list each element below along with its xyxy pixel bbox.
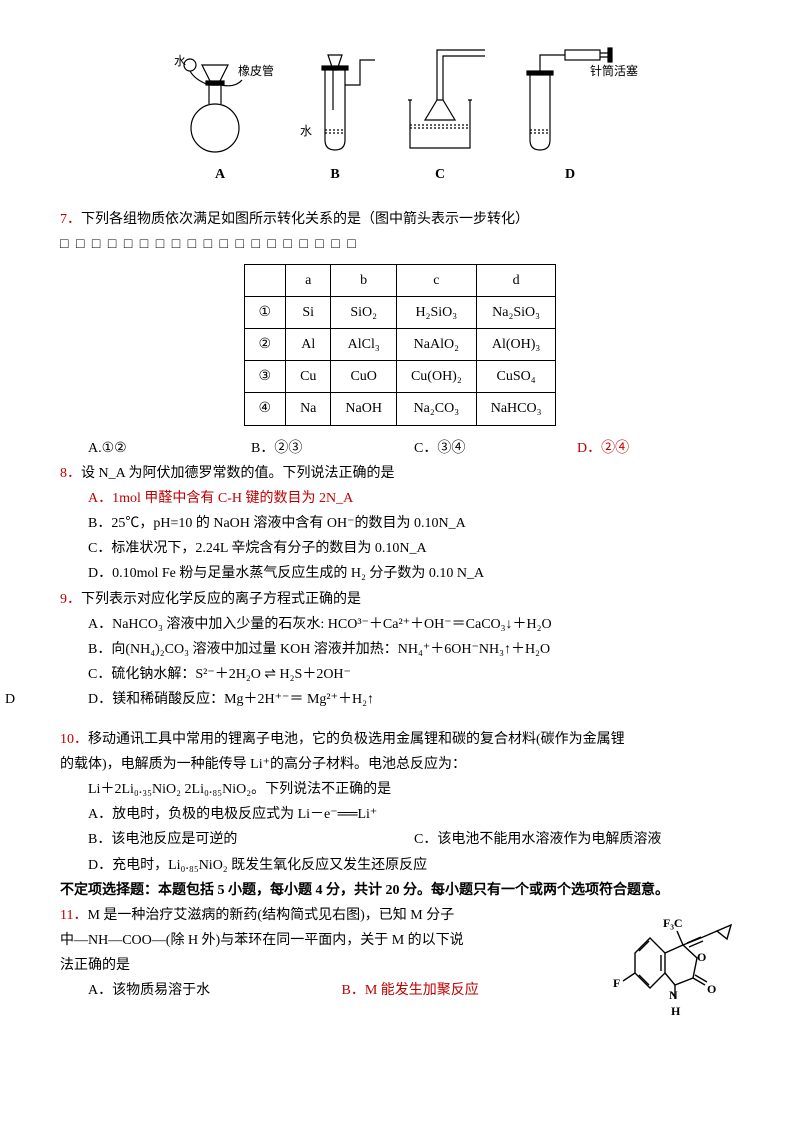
apparatus-b: 水 B: [290, 40, 380, 187]
question-9: 9．下列表示对应化学反应的离子方程式正确的是 A．NaHCO₃ 溶液中加入少量的…: [60, 587, 740, 713]
cell: ②: [244, 328, 286, 360]
lbl-f3c: F₃C: [663, 916, 683, 930]
section-header: 不定项选择题：本题包括 5 小题，每小题 4 分，共计 20 分。每小题只有一个…: [60, 878, 740, 903]
label-rubber: 橡皮管: [238, 63, 274, 78]
cell: NaHCO₃: [476, 393, 556, 425]
apparatus-d: 针筒活塞 D: [500, 40, 640, 187]
apparatus-a: 水 橡皮管 A: [160, 40, 280, 187]
question-10: 10．移动通讯工具中常用的锂离子电池，它的负极选用金属锂和碳的复合材料(碳作为金…: [60, 727, 740, 878]
q9-stem: 下列表示对应化学反应的离子方程式正确的是: [81, 592, 361, 607]
cell: ①: [244, 296, 286, 328]
q7-table: a b c d ①SiSiO₂H₂SiO₃Na₂SiO₃ ②AlAlCl₃NaA…: [244, 264, 557, 426]
lbl-h: H: [671, 1004, 681, 1018]
cell: NaOH: [331, 393, 397, 425]
cell: CuSO₄: [476, 361, 556, 393]
q9-D: D．镁和稀硝酸反应：Mg＋2H⁺⁻＝ Mg²⁺＋H₂↑: [60, 687, 740, 712]
cell: ④: [244, 393, 286, 425]
cell: Al(OH)₃: [476, 328, 556, 360]
cell: Cu(OH)₂: [396, 361, 476, 393]
q9-num: 9．: [60, 592, 81, 607]
th-b: b: [331, 264, 397, 296]
q11-A: A．该物质易溶于水: [88, 978, 342, 1003]
cell: Na₂CO₃: [396, 393, 476, 425]
th-a: a: [286, 264, 331, 296]
q8-num: 8．: [60, 466, 81, 481]
q10-stem2: 的载体)，电解质为一种能传导 Li⁺的高分子材料。电池总反应为：: [60, 752, 740, 777]
label-syringe: 针筒活塞: [590, 63, 638, 78]
q11-structure: F₃C F O O N H: [605, 903, 740, 1032]
apparatus-figure: 水 橡皮管 A 水 B: [60, 40, 740, 187]
cell: Cu: [286, 361, 331, 393]
q9-B: B．向(NH₄)₂CO₃ 溶液中加过量 KOH 溶液并加热：NH₄⁺＋6OH⁻N…: [60, 637, 740, 662]
q7-options: A.①② B．②③ C．③④ D．②④: [60, 436, 740, 461]
q11-stem1: M 是一种治疗艾滋病的新药(结构简式见右图)，已知 M 分子: [87, 908, 454, 923]
label-water2: 水: [300, 124, 312, 138]
cell: AlCl₃: [331, 328, 397, 360]
cell: CuO: [331, 361, 397, 393]
q11-num: 11．: [60, 908, 87, 923]
label-D: D: [500, 162, 640, 187]
lbl-o2: O: [707, 982, 716, 996]
question-8: 8．设 N_A 为阿伏加德罗常数的值。下列说法正确的是 A．1mol 甲醛中含有…: [60, 461, 740, 587]
cell: NaAlO₂: [396, 328, 476, 360]
cell: Na: [286, 393, 331, 425]
q9-A: A．NaHCO₃ 溶液中加入少量的石灰水: HCO³⁻＋Ca²⁺＋OH⁻＝CaC…: [60, 612, 740, 637]
q7-num: 7．: [60, 212, 81, 227]
q10-stem1: 移动通讯工具中常用的锂离子电池，它的负极选用金属锂和碳的复合材料(碳作为金属锂: [88, 732, 625, 747]
apparatus-c: C: [390, 40, 490, 187]
q7-C: C．③④: [414, 436, 577, 461]
q8-C: C．标准状况下，2.24L 辛烷含有分子的数目为 0.10N_A: [60, 536, 740, 561]
label-A: A: [160, 162, 280, 187]
label-C: C: [390, 162, 490, 187]
q8-stem: 设 N_A 为阿伏加德罗常数的值。下列说法正确的是: [81, 466, 394, 481]
q7-D: D．②④: [577, 436, 740, 461]
cell: H₂SiO₃: [396, 296, 476, 328]
cell: Si: [286, 296, 331, 328]
q8-D: D．0.10mol Fe 粉与足量水蒸气反应生成的 H₂ 分子数为 0.10 N…: [60, 561, 740, 586]
q11-B: B．M 能发生加聚反应: [342, 978, 596, 1003]
lbl-f: F: [613, 976, 620, 990]
q7-placeholders: □ □ □ □ □ □ □ □ □ □ □ □ □ □ □ □ □ □ □: [60, 232, 740, 257]
th-0: [244, 264, 286, 296]
q8-B: B．25℃，pH=10 的 NaOH 溶液中含有 OH⁻的数目为 0.10N_A: [60, 511, 740, 536]
q10-A: A．放电时，负极的电极反应式为 Li－e⁻══Li⁺: [60, 802, 740, 827]
question-7: 7．下列各组物质依次满足如图所示转化关系的是（图中箭头表示一步转化） □ □ □…: [60, 207, 740, 461]
label-water: 水: [174, 54, 186, 68]
q7-text: 下列各组物质依次满足如图所示转化关系的是（图中箭头表示一步转化）: [81, 212, 529, 227]
q10-num: 10．: [60, 732, 88, 747]
q9-side-D: D: [5, 687, 15, 712]
cell: Al: [286, 328, 331, 360]
q8-A: A．1mol 甲醛中含有 C-H 键的数目为 2N_A: [60, 486, 740, 511]
q9-C: C．硫化钠水解：S²⁻＋2H₂O ⇌ H₂S＋2OH⁻: [60, 662, 740, 687]
th-c: c: [396, 264, 476, 296]
q10-C: C．该电池不能用水溶液作为电解质溶液: [414, 827, 740, 852]
q10-eq: Li＋2Li₀.₃₅NiO₂ 2Li₀.₈₅NiO₂。下列说法不正确的是: [60, 777, 740, 802]
question-11: F₃C F O O N H 11．M 是一种治疗艾滋病的新药(结构简式见右图)，…: [60, 903, 740, 1032]
cell: Na₂SiO₃: [476, 296, 556, 328]
label-B: B: [290, 162, 380, 187]
lbl-o1: O: [697, 950, 706, 964]
cell: ③: [244, 361, 286, 393]
q10-D: D．充电时，Li₀.₈₅NiO₂ 既发生氧化反应又发生还原反应: [60, 853, 740, 878]
cell: SiO₂: [331, 296, 397, 328]
q7-A: A.①②: [88, 436, 251, 461]
q10-B: B．该电池反应是可逆的: [88, 827, 414, 852]
q7-B: B．②③: [251, 436, 414, 461]
th-d: d: [476, 264, 556, 296]
lbl-n: N: [669, 988, 678, 1002]
